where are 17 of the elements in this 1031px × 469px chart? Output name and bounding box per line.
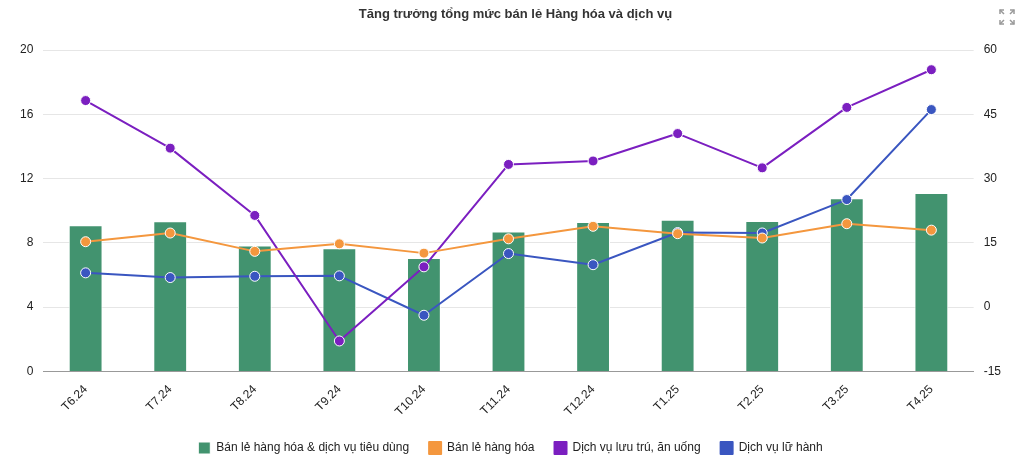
legend-label: Dịch vụ lữ hành (738, 440, 823, 455)
y-tick-label: 16 (19, 106, 34, 121)
legend-label: Dịch vụ lưu trú, ăn uống (572, 440, 701, 455)
y2-tick-label: 30 (983, 170, 998, 185)
y2-tick-label: 60 (983, 42, 998, 57)
y2-tick-label: 15 (983, 235, 998, 250)
y2-tick-label: -15 (983, 363, 1002, 378)
legend-label: Bán lẻ hàng hóa (447, 440, 535, 455)
chart-title: Tăng trưởng tổng mức bán lẻ Hàng hóa và dịch vụ (357, 6, 674, 21)
y2-tick-label: 0 (983, 299, 991, 314)
y-tick-label: 8 (26, 235, 34, 250)
y-tick-label: 12 (19, 170, 34, 185)
y2-tick-label: 45 (983, 106, 998, 121)
y-tick-label: 20 (19, 42, 34, 57)
legend-label: Bán lẻ hàng hóa & dịch vụ tiêu dùng (216, 440, 410, 455)
y-tick-label: 4 (26, 299, 34, 314)
y-tick-label: 0 (26, 363, 34, 378)
